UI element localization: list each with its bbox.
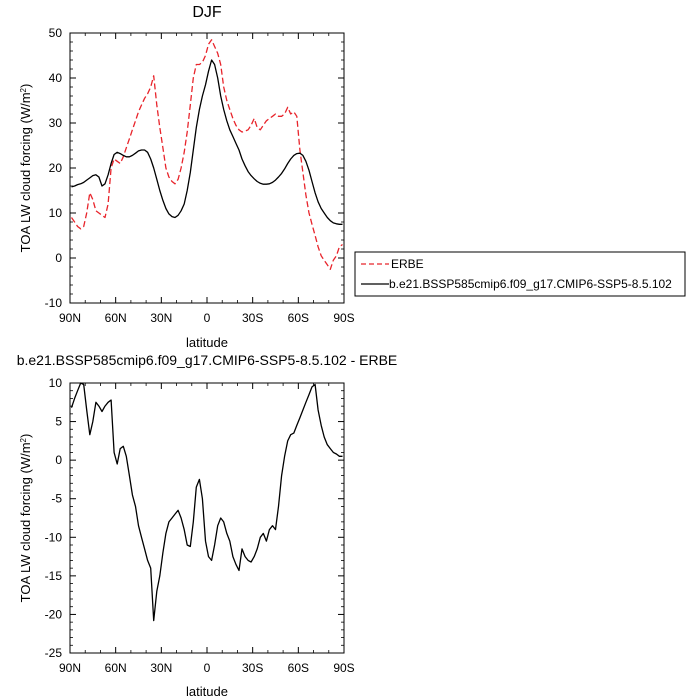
panel-top-frame — [69, 32, 345, 304]
panel-bottom-xtick-label: 90N — [59, 661, 81, 675]
panel-top-xtick-label: 30S — [242, 311, 263, 325]
legend-label-erbe: ERBE — [391, 257, 424, 271]
panel-bottom-xtick-label: 30N — [150, 661, 172, 675]
legend: ERBE b.e21.BSSP585cmip6.f09_g17.CMIP6-SS… — [354, 251, 686, 297]
panel-top: DJF -10 0 10 20 30 40 50 90N 60N 30N 0 30S 60S 90S la… — [18, 4, 355, 350]
panel-bottom-title: b.e21.BSSP585cmip6.f09_g17.CMIP6-SSP5-8.… — [17, 352, 398, 368]
panel-bottom-ytick-label: -5 — [51, 492, 62, 506]
panel-bottom-ytick-label: 10 — [49, 376, 63, 390]
panel-top-series-line-0 — [70, 39, 343, 270]
panel-top-ylabel-main: TOA LW cloud forcing (W/m — [18, 92, 33, 252]
panel-top-xtick-label: 90S — [333, 311, 354, 325]
panel-top-ytick-label: 10 — [49, 206, 63, 220]
panel-top-xtick-label: 60N — [105, 311, 127, 325]
panel-top-ylabel-sup: 2 — [19, 87, 28, 92]
legend-label-model: b.e21.BSSP585cmip6.f09_g17.CMIP6-SSP5-8.… — [389, 277, 672, 291]
panel-top-ytick-label: 40 — [49, 71, 63, 85]
panel-top-xtick-label: 60S — [288, 311, 309, 325]
panel-bottom-ylabel-sup: 2 — [19, 437, 28, 442]
panel-top-xlabel: latitude — [186, 335, 228, 350]
legend-box — [354, 251, 686, 297]
panel-top-xtick-label: 30N — [150, 311, 172, 325]
panel-top-ylabel-close: ) — [18, 84, 33, 88]
panel-bottom-ytick-label: 5 — [55, 415, 62, 429]
panel-bottom-ylabel: TOA LW cloud forcing (W/m2) — [18, 434, 33, 603]
panel-bottom: b.e21.BSSP585cmip6.f09_g17.CMIP6-SSP5-8.… — [17, 352, 398, 699]
panel-top-ytick-label: 20 — [49, 161, 63, 175]
panel-top-ytick-label: 50 — [49, 26, 63, 40]
panel-top-series — [70, 39, 343, 270]
panel-bottom-xtick-label: 0 — [204, 661, 211, 675]
panel-top-ytick-label: 30 — [49, 116, 63, 130]
panel-top-ytick-label: -10 — [45, 296, 63, 310]
panel-bottom-ylabel-main: TOA LW cloud forcing (W/m — [18, 442, 33, 602]
panel-bottom-ytick-label: 0 — [55, 453, 62, 467]
panel-bottom-xtick-label: 60N — [105, 661, 127, 675]
panel-bottom-xtick-label: 90S — [333, 661, 354, 675]
panel-bottom-xtick-label: 30S — [242, 661, 263, 675]
panel-top-xtick-label: 90N — [59, 311, 81, 325]
panel-bottom-series-line-0 — [70, 382, 343, 622]
panel-bottom-xtick-label: 60S — [288, 661, 309, 675]
panel-top-axes: -10 0 10 20 30 40 50 90N 60N 30N 0 30S 60S 90S — [45, 26, 355, 325]
panel-bottom-ytick-label: -20 — [45, 607, 63, 621]
panel-bottom-ytick-label: -10 — [45, 530, 63, 544]
panel-top-ytick-label: 0 — [55, 251, 62, 265]
panel-bottom-ylabel-close: ) — [18, 434, 33, 438]
panel-bottom-xlabel: latitude — [186, 684, 228, 699]
panel-bottom-series — [70, 382, 343, 622]
panel-top-ylabel: TOA LW cloud forcing (W/m2) — [18, 84, 33, 253]
panel-top-title: DJF — [192, 4, 222, 21]
panel-bottom-ytick-label: -25 — [45, 646, 63, 660]
panel-top-xtick-label: 0 — [204, 311, 211, 325]
panel-bottom-frame — [69, 382, 345, 654]
panel-bottom-axes: -25 -20 -15 -10 -5 0 5 10 90N 60N 30N 0 30S 60S 90S — [45, 376, 355, 675]
panel-bottom-ytick-label: -15 — [45, 569, 63, 583]
panel-top-series-line-1 — [71, 59, 343, 225]
